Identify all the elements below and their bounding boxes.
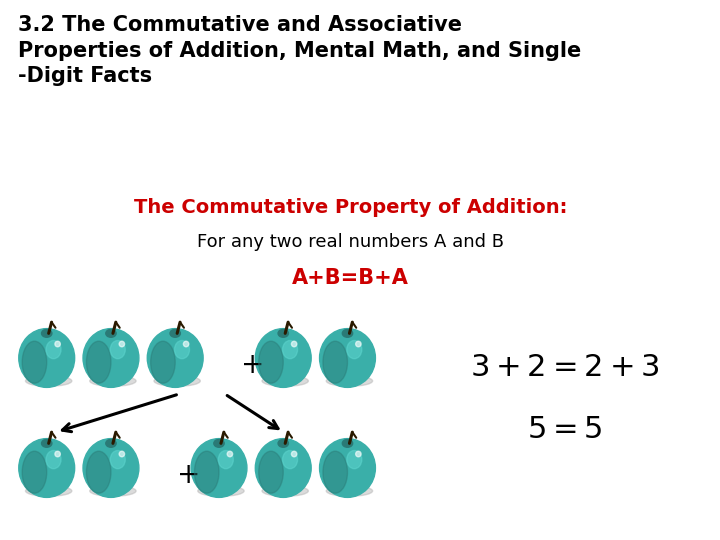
Ellipse shape (22, 451, 47, 493)
Ellipse shape (22, 341, 47, 383)
Text: The Commutative Property of Addition:: The Commutative Property of Addition: (134, 198, 567, 217)
Text: $5=5$: $5=5$ (527, 415, 603, 446)
Ellipse shape (228, 451, 233, 457)
Ellipse shape (262, 376, 308, 386)
Ellipse shape (320, 329, 375, 387)
Ellipse shape (262, 485, 308, 496)
Ellipse shape (83, 329, 139, 387)
Ellipse shape (323, 341, 348, 383)
Ellipse shape (347, 450, 361, 469)
Ellipse shape (356, 341, 361, 347)
Ellipse shape (19, 329, 75, 387)
Ellipse shape (19, 438, 75, 497)
Ellipse shape (83, 438, 139, 497)
Text: 3.2 The Commutative and Associative
Properties of Addition, Mental Math, and Sin: 3.2 The Commutative and Associative Prop… (17, 15, 581, 86)
Ellipse shape (326, 376, 372, 386)
Ellipse shape (154, 376, 200, 386)
Ellipse shape (256, 329, 311, 387)
Ellipse shape (110, 450, 125, 469)
Ellipse shape (342, 329, 353, 338)
Ellipse shape (42, 329, 52, 338)
Ellipse shape (150, 341, 175, 383)
Ellipse shape (256, 438, 311, 497)
Ellipse shape (90, 376, 136, 386)
Ellipse shape (320, 438, 375, 497)
Ellipse shape (278, 440, 289, 447)
Ellipse shape (119, 341, 125, 347)
Ellipse shape (347, 341, 361, 359)
Text: $3+2=2+3$: $3+2=2+3$ (469, 353, 660, 383)
Ellipse shape (278, 329, 289, 338)
Ellipse shape (258, 341, 283, 383)
Ellipse shape (106, 329, 116, 338)
Ellipse shape (282, 450, 297, 469)
Text: A+B=B+A: A+B=B+A (292, 268, 409, 288)
Ellipse shape (46, 341, 61, 359)
Ellipse shape (106, 440, 116, 447)
Ellipse shape (110, 341, 125, 359)
Ellipse shape (148, 329, 203, 387)
Ellipse shape (170, 329, 181, 338)
Text: +: + (241, 351, 265, 379)
Ellipse shape (42, 440, 52, 447)
Ellipse shape (86, 451, 111, 493)
Ellipse shape (282, 341, 297, 359)
Ellipse shape (174, 341, 189, 359)
Ellipse shape (198, 485, 244, 496)
Ellipse shape (356, 451, 361, 457)
Ellipse shape (292, 451, 297, 457)
Ellipse shape (323, 451, 348, 493)
Ellipse shape (292, 341, 297, 347)
Ellipse shape (214, 440, 224, 447)
Ellipse shape (342, 440, 353, 447)
Ellipse shape (25, 376, 72, 386)
Ellipse shape (119, 451, 125, 457)
Ellipse shape (25, 485, 72, 496)
Ellipse shape (258, 451, 283, 493)
Ellipse shape (184, 341, 189, 347)
Text: For any two real numbers A and B: For any two real numbers A and B (197, 233, 504, 251)
Ellipse shape (55, 341, 60, 347)
Ellipse shape (194, 451, 219, 493)
Ellipse shape (55, 451, 60, 457)
Ellipse shape (90, 485, 136, 496)
Ellipse shape (191, 438, 247, 497)
Ellipse shape (326, 485, 372, 496)
Ellipse shape (46, 450, 61, 469)
Text: +: + (177, 461, 200, 489)
Ellipse shape (218, 450, 233, 469)
Ellipse shape (86, 341, 111, 383)
